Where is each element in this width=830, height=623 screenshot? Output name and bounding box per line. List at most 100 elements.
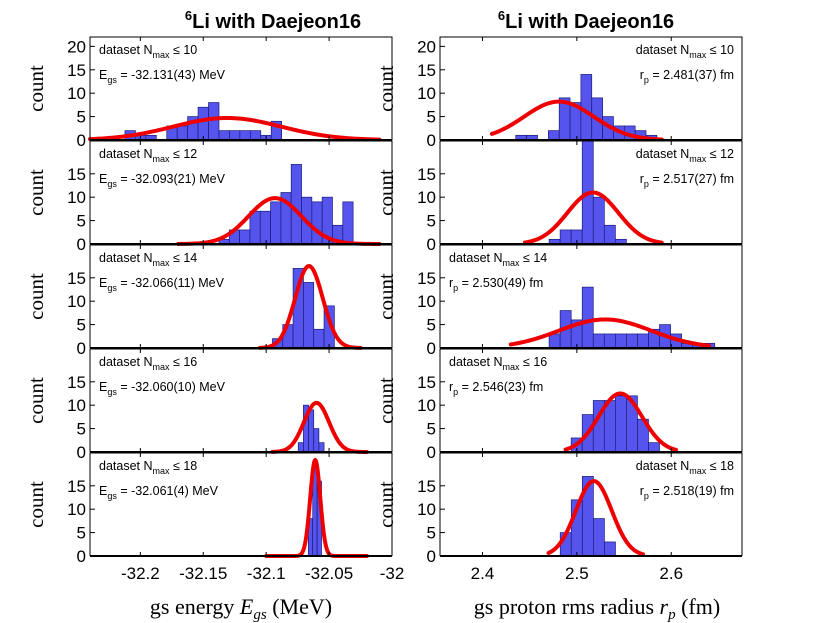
y-tick-label: 15 <box>417 477 436 496</box>
annotation-result: Egs = -32.093(21) MeV <box>99 172 226 189</box>
radius-panel-r18: 0 5 10 15 count dataset Nmax ≤ 18 rp = 2.518(1… <box>374 452 743 583</box>
y-tick-label: 5 <box>427 108 436 127</box>
annotation-dataset-label: dataset N <box>449 251 503 265</box>
annotation-value: = -32.131(43) MeV <box>117 68 226 82</box>
y-tick-label: 5 <box>427 212 436 231</box>
gaussian-fit-curve <box>563 391 678 452</box>
annotation-variable: E <box>99 276 107 290</box>
y-tick-label: 10 <box>417 292 436 311</box>
y-axis-label: count <box>374 481 398 528</box>
annotation-subscript: gs <box>107 283 117 293</box>
y-tick-label: 5 <box>77 108 86 127</box>
energy-panel-e12: 0 5 10 15 count dataset Nmax ≤ 12 Egs = -32.09… <box>24 140 393 254</box>
annotation-value: = 2.546(23) fm <box>458 380 543 394</box>
annotation-result: Egs = -32.066(11) MeV <box>99 276 225 293</box>
y-tick-label: 15 <box>417 165 436 184</box>
histogram-bar <box>614 333 627 349</box>
x-tick-label: 2.4 <box>471 564 495 583</box>
radius-panel-r12: 0 5 10 15 count dataset Nmax ≤ 12 rp = 2.517(2… <box>374 140 743 254</box>
annotation-value: = 2.517(27) fm <box>649 172 734 186</box>
annotation-variable: E <box>99 380 107 394</box>
y-tick-label: 5 <box>427 524 436 543</box>
annotation-subscript: max <box>153 154 171 164</box>
annotation-nmax-value: ≤ 10 <box>706 43 734 57</box>
y-tick-label: 20 <box>67 37 86 56</box>
histogram-bar <box>270 201 282 245</box>
histogram-bar <box>249 210 261 245</box>
annotation-nmax-value: ≤ 12 <box>706 147 734 161</box>
annotation-nmax-value: ≤ 16 <box>170 355 198 369</box>
energy-panel-e10: 0 5 10 15 20 count dataset Nmax ≤ 10 Egs = -32.… <box>24 36 393 150</box>
title-text: with Daejeon16 <box>527 11 674 33</box>
energy-panel-e18: 0 5 10 15 count dataset Nmax ≤ 18 Egs = -32.06… <box>24 452 405 583</box>
annotation-subscript: max <box>689 154 707 164</box>
energy-x-axis-label: gs energy Egs (MeV) <box>150 594 332 623</box>
annotation-dataset-label: dataset N <box>99 355 153 369</box>
histogram-bar <box>342 201 354 245</box>
y-tick-label: 0 <box>77 235 86 254</box>
annotation-result: rp = 2.530(49) fm <box>449 276 543 293</box>
histogram-bar <box>603 224 616 245</box>
annotation-subscript: gs <box>107 179 117 189</box>
histogram-bar <box>547 130 560 141</box>
annotation-dataset: dataset Nmax ≤ 12 <box>99 147 197 164</box>
annotation-value: = -32.066(11) MeV <box>117 276 225 290</box>
annotation-result: Egs = -32.131(43) MeV <box>99 68 226 85</box>
y-tick-label: 10 <box>417 188 436 207</box>
x-tick-label: -32 <box>380 564 405 583</box>
x-axis-unit: (MeV) <box>272 594 332 619</box>
histogram-bar <box>197 106 209 141</box>
y-tick-label: 5 <box>427 316 436 335</box>
annotation-subscript: p <box>644 179 649 189</box>
histogram-bar <box>229 130 241 141</box>
title-element: Li <box>192 11 210 33</box>
gaussian-fit-curve <box>270 400 369 454</box>
panel-frame <box>89 244 393 348</box>
y-tick-label: 0 <box>77 547 86 566</box>
y-axis-label: count <box>24 273 48 320</box>
histogram-bar <box>297 442 304 453</box>
panel-frame <box>439 244 743 348</box>
y-tick-label: 5 <box>427 420 436 439</box>
annotation-dataset-label: dataset N <box>449 355 503 369</box>
histogram-bar <box>313 328 325 349</box>
y-axis-label: count <box>24 377 48 424</box>
x-tick-label: 2.6 <box>659 564 683 583</box>
y-tick-label: 0 <box>427 443 436 462</box>
annotation-subscript: gs <box>107 75 117 85</box>
gaussian-fit-curve <box>489 99 664 142</box>
histogram-bar <box>313 428 320 453</box>
annotation-result: Egs = -32.060(10) MeV <box>99 380 226 397</box>
histogram-bar <box>592 333 605 349</box>
annotation-subscript: max <box>689 50 707 60</box>
annotation-subscript: max <box>503 362 521 372</box>
histogram-bar <box>249 130 262 141</box>
y-axis-label: count <box>24 169 48 216</box>
annotation-nmax-value: ≤ 14 <box>170 251 198 265</box>
y-tick-label: 15 <box>417 61 436 80</box>
annotation-value: = 2.481(37) fm <box>649 68 734 82</box>
annotation-subscript: max <box>153 258 171 268</box>
title-mass-number: 6 <box>498 8 505 23</box>
y-tick-label: 15 <box>417 373 436 392</box>
y-tick-label: 15 <box>67 61 86 80</box>
y-tick-label: 10 <box>417 84 436 103</box>
histogram-bar <box>239 130 251 141</box>
histogram-bar <box>239 229 251 245</box>
y-axis-label: count <box>374 377 398 424</box>
histogram-bar <box>311 201 323 245</box>
annotation-variable: r <box>449 276 453 290</box>
annotation-dataset-label: dataset N <box>636 147 690 161</box>
annotation-result: Egs = -32.061(4) MeV <box>99 484 219 501</box>
x-tick-label: -32.2 <box>121 564 160 583</box>
annotation-variable: r <box>640 172 644 186</box>
annotation-dataset: dataset Nmax ≤ 14 <box>99 251 197 268</box>
x-tick-label: 2.5 <box>565 564 589 583</box>
y-tick-label: 0 <box>77 131 86 150</box>
annotation-subscript: max <box>503 258 521 268</box>
annotation-dataset-label: dataset N <box>99 43 153 57</box>
histogram-bar <box>559 229 572 245</box>
annotation-subscript: max <box>153 466 171 476</box>
annotation-dataset-label: dataset N <box>636 43 690 57</box>
